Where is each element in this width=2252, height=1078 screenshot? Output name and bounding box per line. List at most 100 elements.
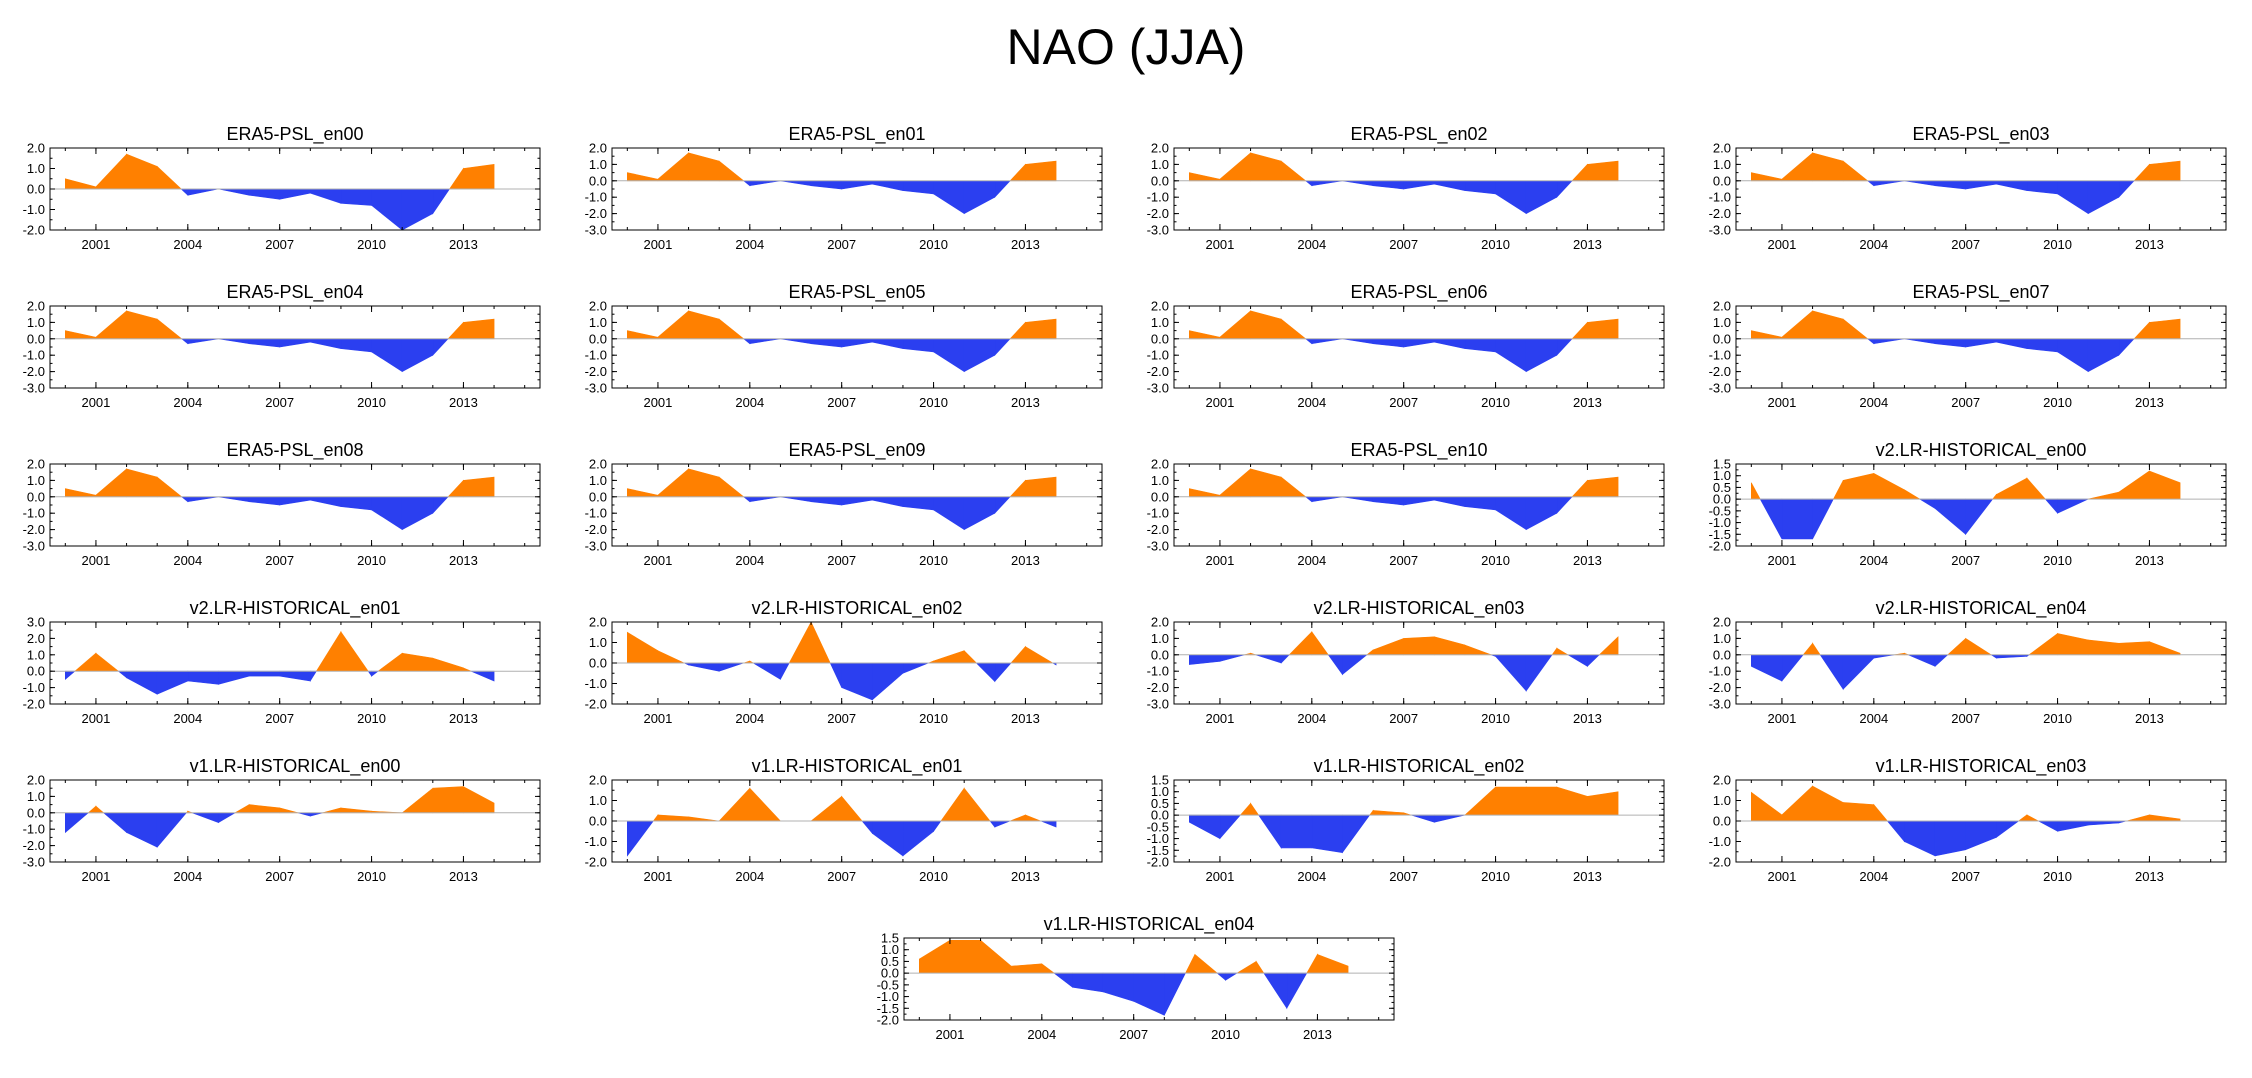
panel-title: v2.LR-HISTORICAL_en00 — [1876, 440, 2087, 461]
negative-area — [2044, 498, 2058, 515]
x-tick-label: 2004 — [735, 395, 764, 410]
plot-frame — [1173, 779, 1665, 863]
y-tick-label: -0.5 — [877, 977, 899, 992]
negative-area — [1311, 496, 1343, 503]
positive-area — [963, 787, 991, 822]
y-tick-label: -2.0 — [585, 697, 607, 712]
panel-title: v1.LR-HISTORICAL_en02 — [1314, 756, 1525, 777]
positive-area — [626, 488, 659, 498]
y-tick-label: -3.0 — [1709, 697, 1731, 712]
positive-area — [1250, 310, 1282, 340]
x-tick-label: 2007 — [265, 711, 294, 726]
y-tick-label: 1.0 — [1713, 631, 1731, 646]
positive-area — [1965, 637, 1993, 656]
y-tick-label: 1.0 — [1713, 157, 1731, 172]
positive-area — [657, 310, 689, 340]
positive-area — [1025, 646, 1054, 664]
positive-area — [1366, 649, 1374, 656]
negative-area — [1934, 180, 1966, 190]
negative-area — [1886, 820, 1905, 843]
positive-area — [1598, 636, 1619, 656]
positive-area — [1010, 645, 1026, 664]
x-tick-label: 2010 — [919, 237, 948, 252]
x-tick-label: 2004 — [173, 237, 202, 252]
negative-area — [1311, 180, 1343, 187]
positive-area — [657, 814, 689, 822]
y-tick-label: -1.0 — [23, 506, 45, 521]
negative-area — [401, 496, 434, 531]
positive-area — [322, 807, 342, 814]
positive-area — [156, 165, 182, 190]
negative-area — [340, 338, 372, 353]
negative-area — [933, 180, 965, 215]
y-tick-label: -1.0 — [1709, 664, 1731, 679]
negative-area — [1866, 338, 1875, 345]
positive-area — [1219, 310, 1251, 340]
positive-area — [233, 804, 250, 814]
y-tick-label: 1.0 — [27, 473, 45, 488]
positive-area — [1280, 476, 1307, 498]
negative-area — [309, 188, 342, 204]
y-tick-label: -2.0 — [585, 522, 607, 537]
positive-area — [463, 476, 495, 498]
x-tick-label: 2004 — [735, 237, 764, 252]
negative-area — [994, 180, 1011, 198]
negative-area — [1263, 972, 1288, 1010]
x-tick-label: 2004 — [1859, 395, 1888, 410]
y-tick-label: -2.0 — [585, 855, 607, 870]
panel-ERA5-PSL_en09: ERA5-PSL_en09 2.01.00.0 -1.0-2.0 -3.0 2001 20… — [585, 440, 1103, 568]
negative-area — [470, 670, 495, 682]
x-tick-label: 2007 — [265, 869, 294, 884]
y-tick-label: 2.0 — [589, 457, 607, 472]
x-tick-label: 2010 — [2043, 395, 2072, 410]
positive-area — [718, 318, 745, 340]
negative-area — [218, 812, 237, 824]
positive-area — [1992, 493, 1997, 500]
panel-title: v2.LR-HISTORICAL_en03 — [1314, 598, 1525, 619]
positive-area — [463, 318, 495, 340]
negative-area — [1556, 338, 1573, 356]
negative-area — [340, 188, 372, 206]
negative-area — [1342, 814, 1371, 854]
negative-area — [1566, 654, 1588, 667]
panel-v2.LR-HISTORICAL_en03: v2.LR-HISTORICAL_en03 2.01.00.0 -1.0-2.0 -3… — [1147, 598, 1665, 726]
positive-area — [340, 807, 372, 814]
y-tick-label: 2.0 — [589, 299, 607, 314]
positive-area — [95, 468, 127, 498]
negative-area — [933, 496, 965, 531]
positive-area — [963, 649, 978, 664]
positive-area — [432, 786, 464, 814]
positive-area — [980, 939, 1012, 974]
x-tick-label: 2010 — [919, 711, 948, 726]
negative-area — [1525, 496, 1558, 531]
y-tick-label: 0.0 — [589, 173, 607, 188]
negative-area — [1525, 338, 1558, 373]
x-tick-label: 2004 — [1027, 1027, 1056, 1042]
negative-area — [279, 670, 311, 682]
y-tick-label: -1.0 — [23, 680, 45, 695]
x-tick-label: 2001 — [1767, 237, 1796, 252]
positive-area — [1311, 630, 1329, 656]
x-tick-label: 2001 — [1767, 869, 1796, 884]
y-tick-label: -2.0 — [1709, 206, 1731, 221]
y-tick-label: 1.5 — [1713, 457, 1731, 472]
positive-area — [1751, 791, 1783, 822]
negative-area — [1304, 180, 1313, 187]
plot-frame — [1735, 621, 2227, 705]
negative-area — [1873, 180, 1905, 187]
y-tick-label: -3.0 — [1147, 697, 1169, 712]
panel-title: ERA5-PSL_en07 — [1912, 282, 2049, 303]
y-tick-label: 1.5 — [1151, 773, 1169, 788]
negative-area — [1934, 654, 1949, 667]
negative-area — [994, 496, 1011, 514]
negative-area — [902, 338, 934, 353]
negative-area — [1342, 180, 1374, 187]
y-tick-label: 2.0 — [589, 773, 607, 788]
negative-area — [1751, 654, 1783, 682]
x-tick-label: 2001 — [643, 553, 672, 568]
positive-area — [657, 468, 689, 498]
negative-area — [871, 496, 904, 507]
y-tick-label: -3.0 — [23, 539, 45, 554]
negative-area — [126, 812, 158, 848]
positive-area — [1288, 631, 1313, 656]
